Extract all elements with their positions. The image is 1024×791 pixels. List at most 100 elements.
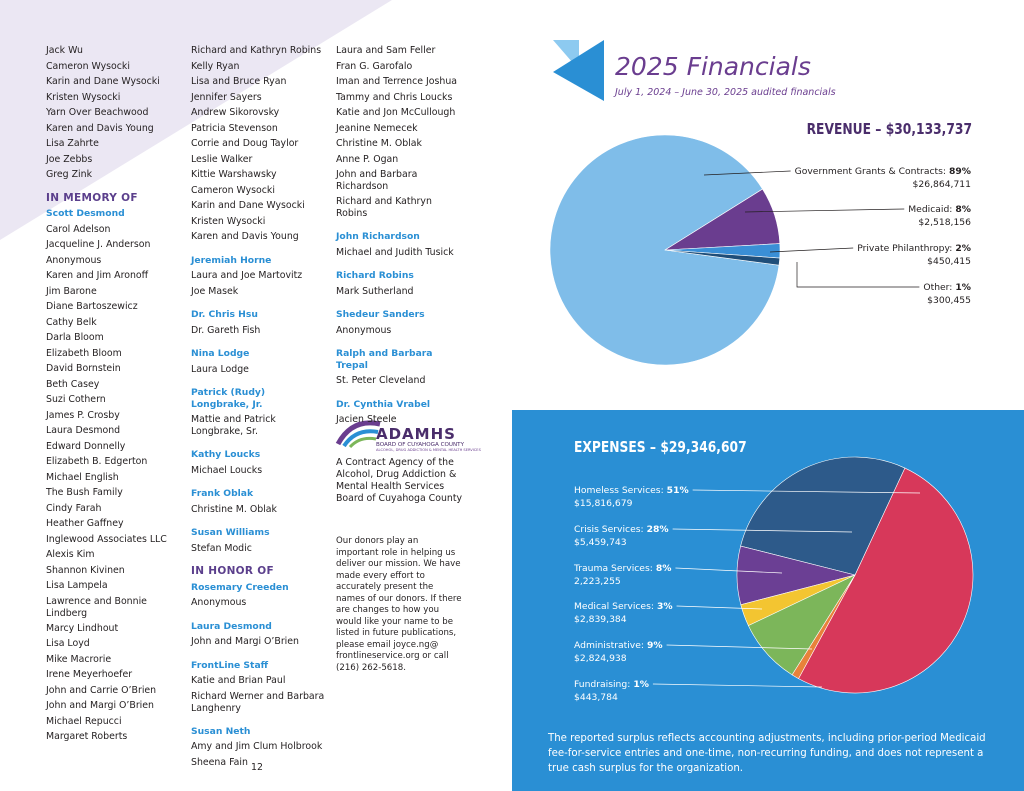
slice-label: Trauma Services: 8% [573, 563, 671, 574]
donor-name: John and Barbara Richardson [336, 169, 418, 192]
donor-name: Kristen Wysocki [191, 215, 266, 227]
value-label: 1% [633, 679, 649, 690]
donor-name: Christine M. Oblak [336, 138, 422, 149]
donor-name: Cameron Wysocki [46, 60, 130, 72]
page-subtitle: July 1, 2024 – June 30, 2025 audited fin… [613, 87, 836, 98]
donor-name: Elizabeth B. Edgerton [46, 456, 148, 467]
donor-name: Kristen Wysocki [46, 91, 121, 103]
donor-name: Lawrence and Bonnie Lindberg [46, 595, 147, 619]
donor-name: The Bush Family [46, 487, 123, 498]
donor-name: Lisa Lampela [46, 580, 108, 591]
donor-name: Fran G. Garofalo [336, 60, 413, 72]
donor-name: Mike Macrorie [46, 653, 112, 665]
donor-name: Laura and Sam Feller [336, 45, 436, 56]
donor-name: Jacqueline J. Anderson [46, 239, 151, 250]
honoree-name: Laura Desmond [191, 620, 272, 632]
honoree-name: Susan Williams [191, 527, 270, 538]
donor-name: Michael Repucci [46, 715, 122, 727]
donor-name: Karin and Dane Wysocki [46, 76, 160, 87]
category-label: Homeless Services: [574, 485, 664, 496]
donor-name: Irene Meyerhoefer [46, 669, 133, 680]
category-label: Trauma Services: [573, 563, 653, 574]
donor-note: Our donors play an important role in hel… [336, 536, 462, 673]
donor-name: Corrie and Doug Taylor [191, 138, 299, 149]
pie-slice [798, 467, 974, 694]
honoree-name: Frank Oblak [191, 488, 254, 499]
category-label: Medical Services: [574, 601, 654, 612]
leader-line [703, 170, 791, 176]
donor-name: Iman and Terrence Joshua [336, 76, 458, 87]
category-label: Other: [923, 282, 952, 293]
logo-arc [335, 420, 381, 446]
chart-title: REVENUE – $30,133,737 [807, 121, 972, 138]
value-label: 8% [656, 563, 672, 574]
leader-line [652, 683, 823, 688]
donor-name: John and Margi O’Brien [191, 636, 299, 647]
honoree-name: Susan Neth [191, 725, 251, 737]
leader-line [796, 262, 920, 288]
slice-label: Other: 1% [923, 282, 971, 293]
donor-name: Diane Bartoszewicz [46, 301, 138, 312]
honoree-name: Kathy Loucks [191, 449, 261, 460]
donor-name: James P. Crosby [46, 409, 120, 421]
amount-label: $443,784 [574, 692, 618, 703]
value-label: 3% [657, 601, 673, 612]
category-label: Private Philanthropy: [857, 243, 952, 254]
logo-arc [348, 436, 377, 449]
donor-name: Dr. Gareth Fish [191, 324, 261, 336]
donor-name: Kittie Warshawsky [191, 169, 277, 180]
adamhs-logo: ADAMHS BOARD OF CUYAHOGA COUNTY ALCOHOL,… [335, 420, 482, 452]
logo-name: ADAMHS [376, 425, 456, 443]
donor-name: Heather Gaffney [46, 518, 124, 529]
donor-name: Michael and Judith Tusick [336, 246, 454, 258]
leader-line [676, 605, 763, 610]
logo-triangle-dark [553, 40, 604, 101]
donor-name: Jim Barone [46, 285, 97, 297]
donor-name: John and Margi O’Brien [46, 700, 154, 711]
honoree-name: Scott Desmond [46, 208, 125, 219]
donor-name: Karen and Davis Young [191, 231, 299, 242]
donor-column: Richard and Kathryn Robins Kelly Ryan Lisa… [191, 43, 326, 770]
donor-name: Joe Masek [191, 285, 239, 297]
donor-name: Anne P. Ogan [336, 153, 399, 165]
amount-label: $15,816,679 [574, 498, 633, 509]
slice-label: Fundraising: 1% [574, 679, 649, 690]
donor-name: Cindy Farah [46, 502, 102, 514]
logo-line: ALCOHOL, DRUG ADDICTION & MENTAL HEALTH … [376, 448, 482, 452]
leader-line [666, 644, 813, 650]
donor-name: Karin and Dane Wysocki [191, 200, 305, 211]
donor-name: Marcy Lindhout [46, 622, 119, 634]
donor-name: Katie and Brian Paul [191, 675, 286, 686]
donor-name: Laura Lodge [191, 363, 249, 375]
pie-slice [549, 134, 780, 366]
donor-name: Andrew Sikorovsky [191, 107, 280, 118]
donor-column: Laura and Sam Feller Fran G. Garofalo Iman… [336, 43, 466, 428]
honoree-name: Dr. Chris Hsu [191, 309, 258, 320]
donor-name: Michael English [46, 471, 119, 483]
honoree-name: FrontLine Staff [191, 659, 269, 671]
donor-name: Amy and Jim Clum Holbrook [191, 741, 323, 752]
slice-label: Private Philanthropy: 2% [857, 243, 971, 254]
amount-label: $450,415 [927, 256, 971, 267]
chart-title: EXPENSES – $29,346,607 [574, 439, 747, 456]
donor-name: Anonymous [46, 254, 102, 266]
donor-name: Tammy and Chris Loucks [336, 91, 453, 103]
donor-name: Sheena Fain [191, 756, 248, 768]
value-label: 1% [955, 282, 971, 293]
amount-label: $2,518,156 [918, 217, 971, 228]
value-label: 89% [949, 166, 971, 177]
honoree-name: Patrick (Rudy) Longbrake, Jr. [191, 387, 266, 410]
donor-name: Richard and Kathryn Robins [336, 196, 432, 219]
category-label: Medicaid: [908, 204, 952, 215]
value-label: 28% [647, 524, 669, 535]
honoree-name: Ralph and Barbara Trepal [336, 348, 433, 371]
donor-name: Laura and Joe Martovitz [191, 270, 303, 281]
donor-name: Jacien Steele [336, 414, 397, 425]
category-label: Crisis Services: [574, 524, 644, 535]
donor-name: David Bornstein [46, 363, 121, 374]
donor-name: Jennifer Sayers [191, 91, 262, 103]
donor-name: Karen and Davis Young [46, 122, 154, 134]
slice-label: Homeless Services: 51% [574, 485, 689, 496]
leader-line [675, 567, 783, 574]
